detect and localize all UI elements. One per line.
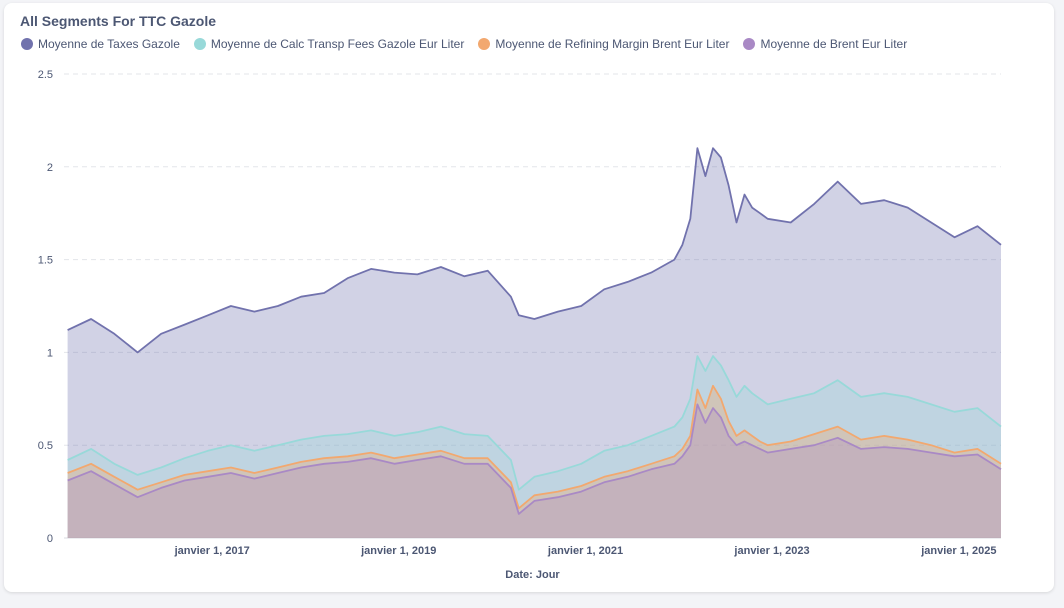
x-tick-3: janvier 1, 2023	[733, 545, 809, 557]
legend-dot-refining-margin	[478, 38, 491, 50]
y-tick-3: 1.5	[38, 255, 53, 267]
area-series-1	[67, 356, 1002, 538]
legend-item-taxes[interactable]: Moyenne de Taxes Gazole	[21, 37, 180, 51]
chart-card: All Segments For TTC Gazole Moyenne de T…	[4, 3, 1054, 592]
legend-label-brent: Moyenne de Brent Eur Liter	[760, 37, 908, 51]
line-series-0	[67, 147, 1002, 354]
line-series-2	[67, 384, 1002, 510]
legend-item-refining-margin[interactable]: Moyenne de Refining Margin Brent Eur Lit…	[478, 37, 729, 51]
legend-dot-taxes	[21, 38, 33, 50]
chart-title: All Segments For TTC Gazole	[20, 13, 217, 29]
y-tick-4: 2	[47, 162, 53, 174]
legend-label-taxes: Moyenne de Taxes Gazole	[38, 37, 180, 51]
area-series-3	[67, 404, 1002, 538]
x-tick-1: janvier 1, 2019	[360, 545, 436, 557]
x-axis-label: Date: Jour	[505, 569, 560, 581]
y-tick-1: 0.5	[38, 440, 53, 452]
legend-item-brent[interactable]: Moyenne de Brent Eur Liter	[743, 37, 907, 51]
legend-dot-brent	[743, 38, 756, 50]
x-tick-2: janvier 1, 2021	[547, 545, 623, 557]
x-tick-0: janvier 1, 2017	[174, 545, 250, 557]
y-tick-2: 1	[47, 347, 53, 359]
line-series-1	[67, 355, 1002, 491]
legend-label-transport-fees: Moyenne de Calc Transp Fees Gazole Eur L…	[210, 37, 465, 51]
line-series-3	[67, 403, 1002, 515]
legend-dot-transport-fees	[193, 38, 206, 50]
chart-legend: Moyenne de Taxes Gazole Moyenne de Calc …	[21, 37, 921, 51]
x-tick-4: janvier 1, 2025	[920, 545, 996, 557]
legend-label-refining-margin: Moyenne de Refining Margin Brent Eur Lit…	[495, 37, 730, 51]
area-series-2	[67, 385, 1002, 538]
y-tick-5: 2.5	[38, 69, 53, 81]
y-tick-0: 0	[47, 533, 53, 545]
legend-item-transport-fees[interactable]: Moyenne de Calc Transp Fees Gazole Eur L…	[193, 37, 465, 51]
